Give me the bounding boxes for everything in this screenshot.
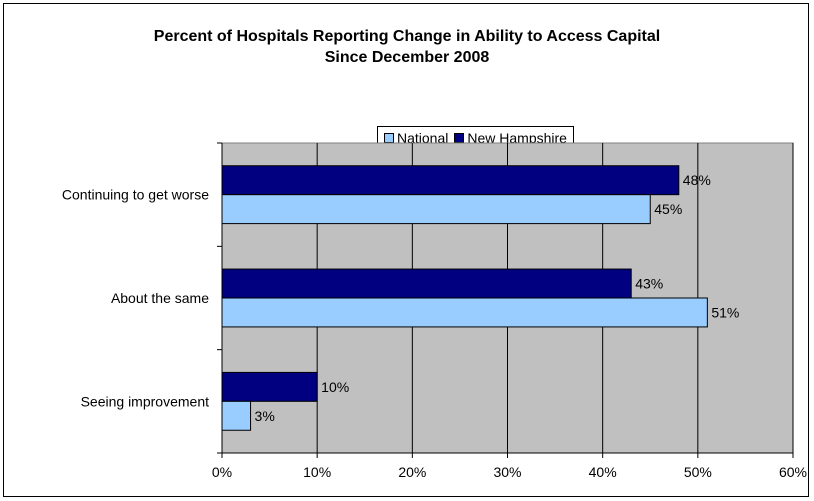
bar: [221, 400, 252, 431]
bar: [221, 268, 632, 299]
x-tick-label: 50%: [684, 464, 712, 480]
data-label: 43%: [635, 276, 663, 292]
data-label: 48%: [683, 172, 711, 188]
data-label: 3%: [255, 408, 275, 424]
legend-item-national: National: [384, 130, 448, 146]
x-tick-label: 40%: [589, 464, 617, 480]
chart-title: Percent of Hospitals Reporting Change in…: [0, 26, 814, 68]
category-label: Seeing improvement: [81, 393, 210, 409]
data-label: 10%: [321, 379, 349, 395]
data-label: 51%: [711, 304, 739, 320]
category-label: Continuing to get worse: [62, 187, 209, 203]
legend-label-new-hampshire: New Hampshire: [467, 130, 567, 146]
chart-title-line-2: Since December 2008: [324, 49, 490, 66]
x-tick-label: 0%: [212, 464, 232, 480]
x-tick-label: 10%: [303, 464, 331, 480]
bar: [221, 165, 680, 196]
bar: [221, 297, 708, 328]
data-label: 45%: [654, 201, 682, 217]
bar: [221, 371, 318, 402]
category-label: About the same: [111, 290, 209, 306]
chart-title-line-1: Percent of Hospitals Reporting Change in…: [153, 28, 661, 45]
x-tick-label: 20%: [398, 464, 426, 480]
bar: [221, 194, 651, 225]
x-tick-label: 30%: [493, 464, 521, 480]
x-tick-label: 60%: [779, 464, 807, 480]
legend-label-national: National: [397, 130, 449, 146]
